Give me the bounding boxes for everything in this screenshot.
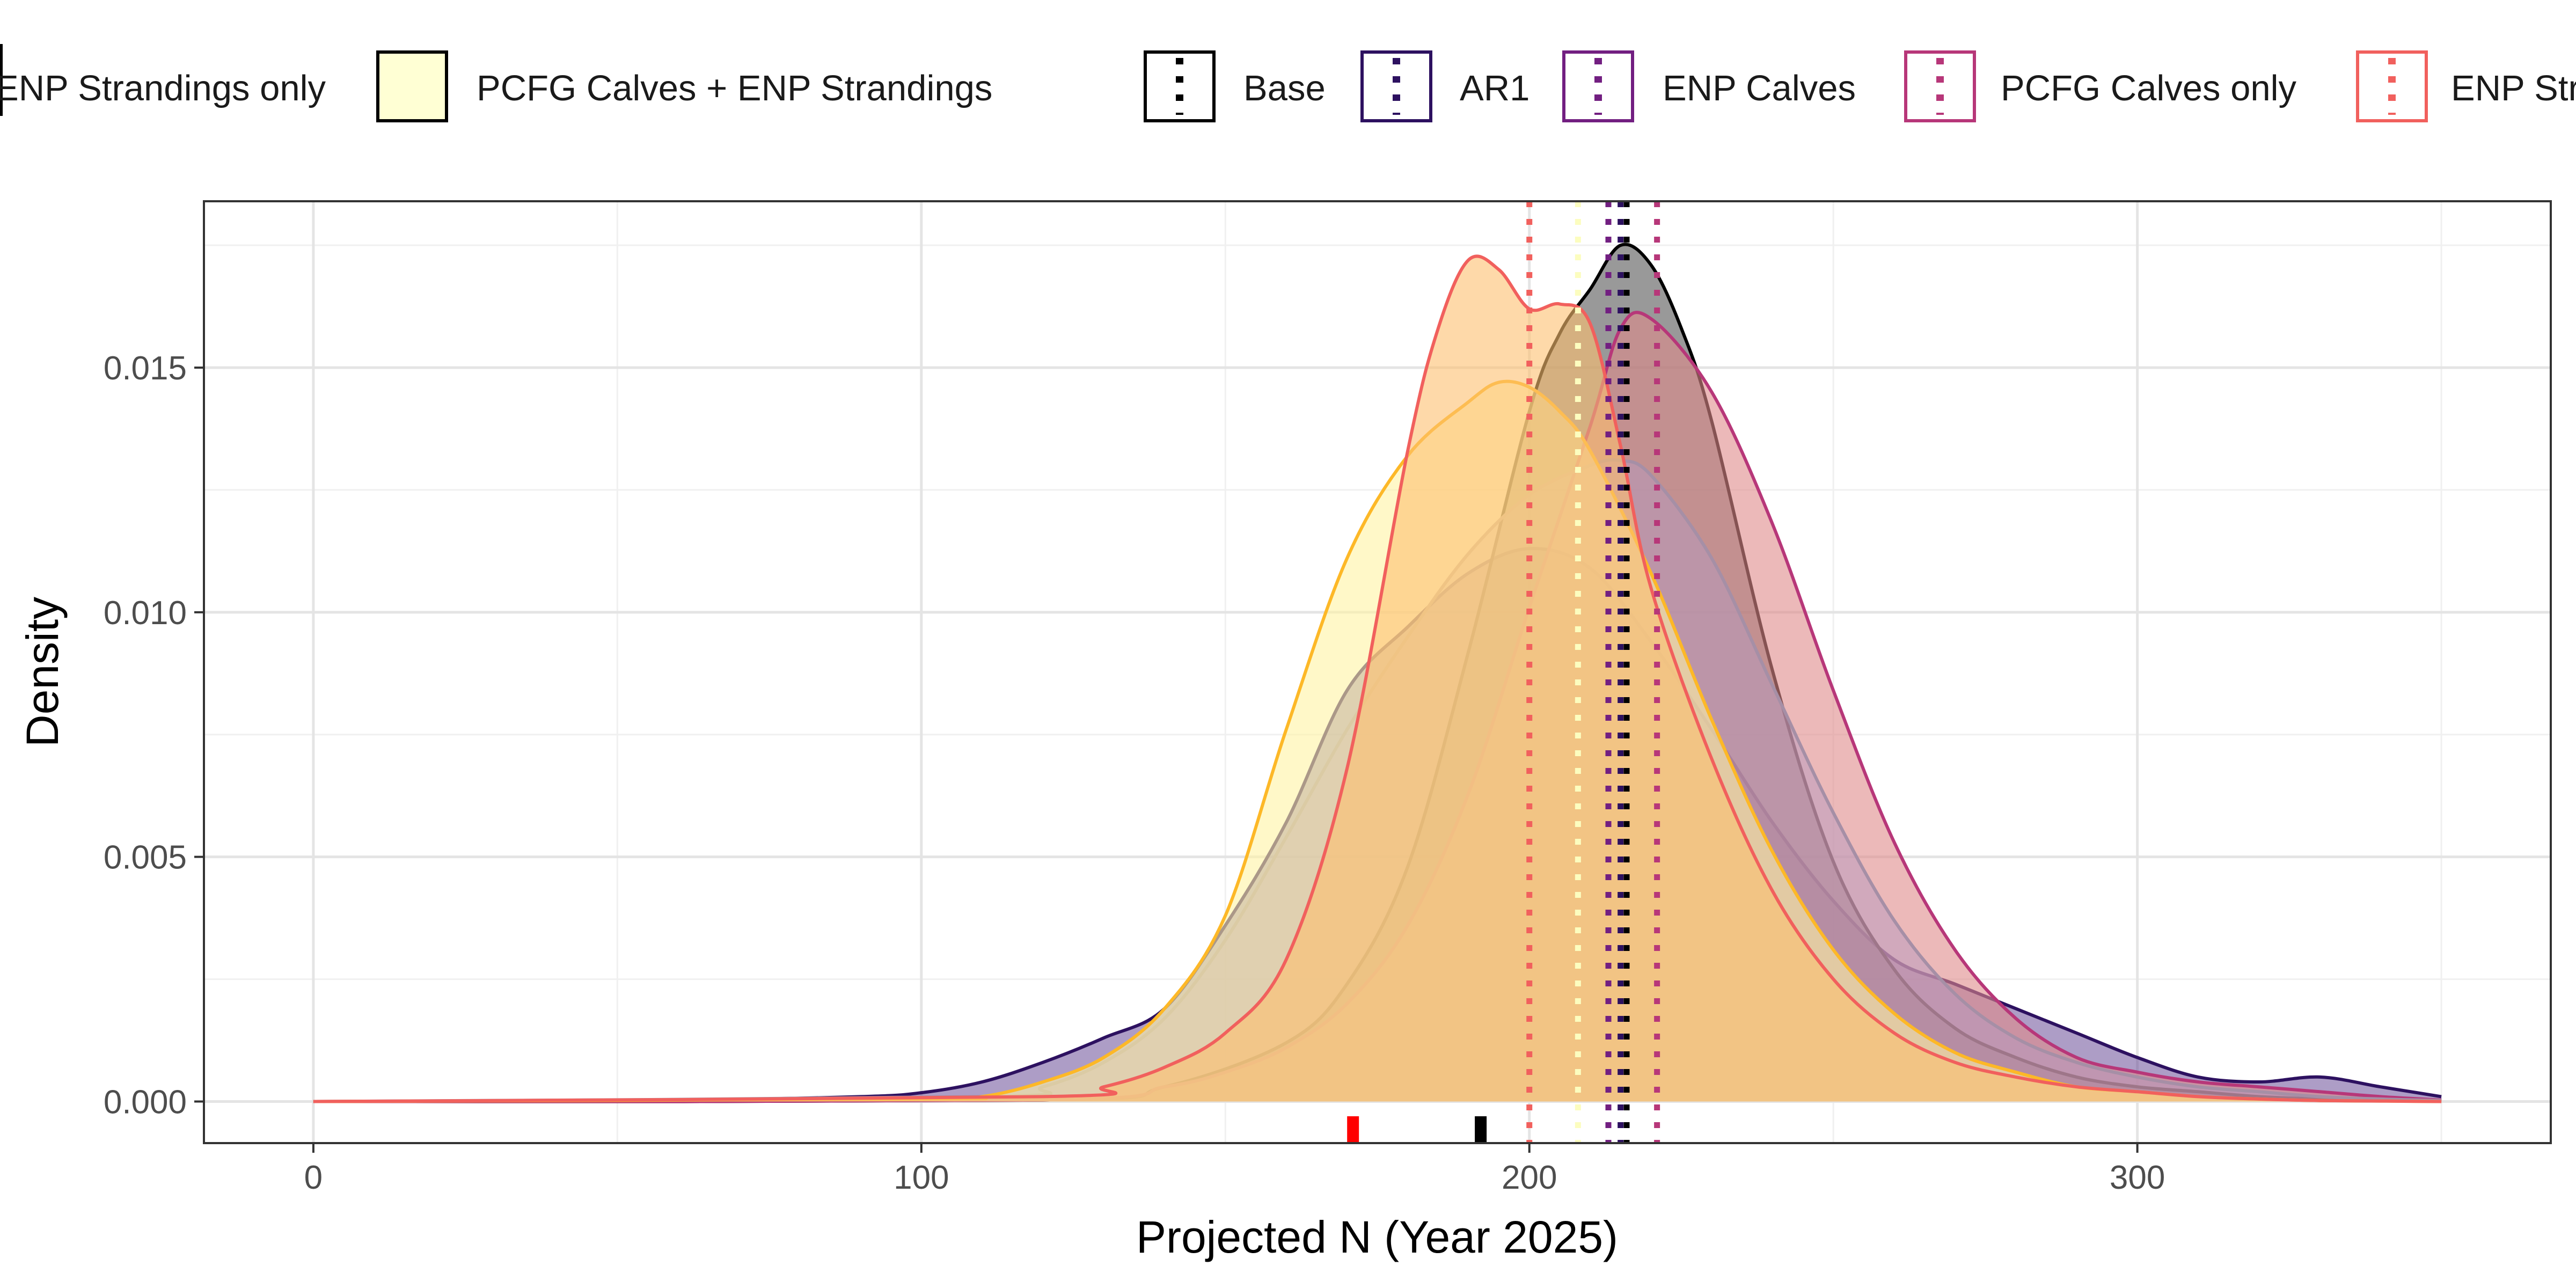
legend: ENP Strandings only PCFG Calves + ENP St… <box>0 44 2576 122</box>
legend-key-pcfg-enp-strandings-fill <box>376 50 448 122</box>
density-areas <box>313 243 2442 1103</box>
x-tick-label: 100 <box>894 1159 949 1196</box>
plot-panel-border <box>203 200 2552 1144</box>
axis-ticks: 0 100 200 300 0.000 0.005 0.010 0.015 <box>104 350 2165 1196</box>
legend-fill-entries: ENP Strandings only PCFG Calves + ENP St… <box>0 44 992 122</box>
density-area-enp-strandings-only <box>313 256 2442 1102</box>
y-axis-title: Density <box>17 597 68 747</box>
density-line-enp-strandings-only <box>313 254 2442 1103</box>
rug-marks <box>1347 1116 1487 1142</box>
legend-label-ar1: AR1 <box>1460 68 1529 108</box>
y-tick-label: 0.010 <box>104 595 187 632</box>
legend-line-entries: Base AR1 ENP Calves PCFG Calves only ENP… <box>1144 50 2576 122</box>
legend-label-enp-strandings-fill: ENP Strandings only <box>0 68 326 108</box>
rug-mark-1 <box>1347 1116 1359 1142</box>
y-tick-label: 0.005 <box>104 839 187 876</box>
rug-mark-2 <box>1475 1116 1487 1142</box>
legend-key-enp-calves <box>1562 50 1634 122</box>
y-tick-label: 0.015 <box>104 350 187 387</box>
legend-label-base: Base <box>1243 68 1326 108</box>
legend-label-pcfg-calves: PCFG Calves only <box>2001 68 2297 108</box>
x-tick-label: 0 <box>304 1159 323 1196</box>
legend-label-enp-calves: ENP Calves <box>1663 68 1856 108</box>
x-tick-label: 300 <box>2110 1159 2165 1196</box>
median-lines <box>1526 201 1660 1143</box>
density-area-pcfg-calves-only <box>313 312 2442 1102</box>
legend-key-enp-strandings-line <box>2356 50 2428 122</box>
legend-label-enp-strandings-line: ENP Strandings only <box>2451 68 2576 108</box>
y-tick-label: 0.000 <box>104 1084 187 1121</box>
legend-label-pcfg-enp-strandings-fill: PCFG Calves + ENP Strandings <box>477 68 992 108</box>
x-axis-title: Projected N (Year 2025) <box>1136 1212 1618 1262</box>
legend-key-enp-strandings-fill <box>0 44 3 116</box>
x-tick-label: 200 <box>1502 1159 1557 1196</box>
